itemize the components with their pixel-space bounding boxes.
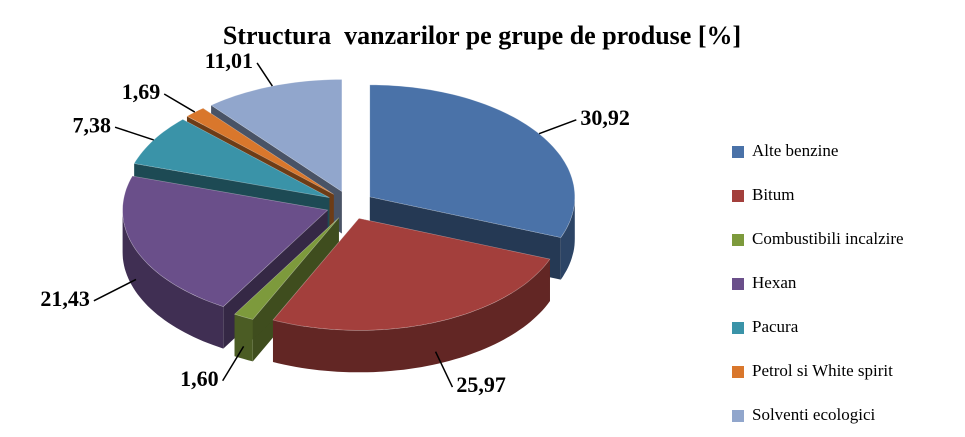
leader-line — [538, 119, 577, 135]
slice-wall — [560, 196, 575, 280]
chart-title: Structura vanzarilor pe grupe de produse… — [223, 21, 741, 50]
slice-side — [234, 217, 339, 357]
legend-label: Pacura — [752, 317, 799, 336]
data-label: 7,38 — [73, 112, 112, 137]
data-label: 30,92 — [580, 105, 630, 130]
legend-swatch — [732, 234, 744, 246]
legend-label: Solventi ecologici — [752, 405, 876, 424]
legend-swatch — [732, 410, 744, 422]
legend-swatch — [732, 190, 744, 202]
legend-label: Alte benzine — [752, 141, 838, 160]
legend-swatch — [732, 366, 744, 378]
data-label: 1,60 — [180, 366, 219, 391]
slice — [234, 217, 340, 320]
legend-swatch — [732, 278, 744, 290]
leader-line — [93, 278, 137, 302]
data-label: 21,43 — [40, 286, 90, 311]
slice — [186, 107, 334, 195]
legend-swatch — [732, 146, 744, 158]
legend-label: Petrol si White spirit — [752, 361, 893, 380]
slice — [272, 218, 551, 331]
leader-line — [434, 351, 454, 388]
leader-line — [222, 345, 245, 382]
slice-wall — [122, 210, 224, 349]
legend-label: Combustibili incalzire — [752, 229, 904, 248]
data-label: 11,01 — [205, 48, 253, 73]
leader-line — [114, 126, 154, 141]
slice — [122, 175, 329, 307]
leader-line — [256, 62, 273, 87]
legend-swatch — [732, 322, 744, 334]
data-label: 25,97 — [456, 372, 506, 397]
legend-label: Bitum — [752, 185, 795, 204]
slice-wall — [273, 259, 550, 373]
legend-label: Hexan — [752, 273, 797, 292]
slice — [369, 84, 576, 238]
slice-wall — [234, 314, 253, 362]
slice — [210, 79, 343, 193]
data-label: 1,69 — [122, 79, 161, 104]
leader-line — [163, 93, 196, 113]
